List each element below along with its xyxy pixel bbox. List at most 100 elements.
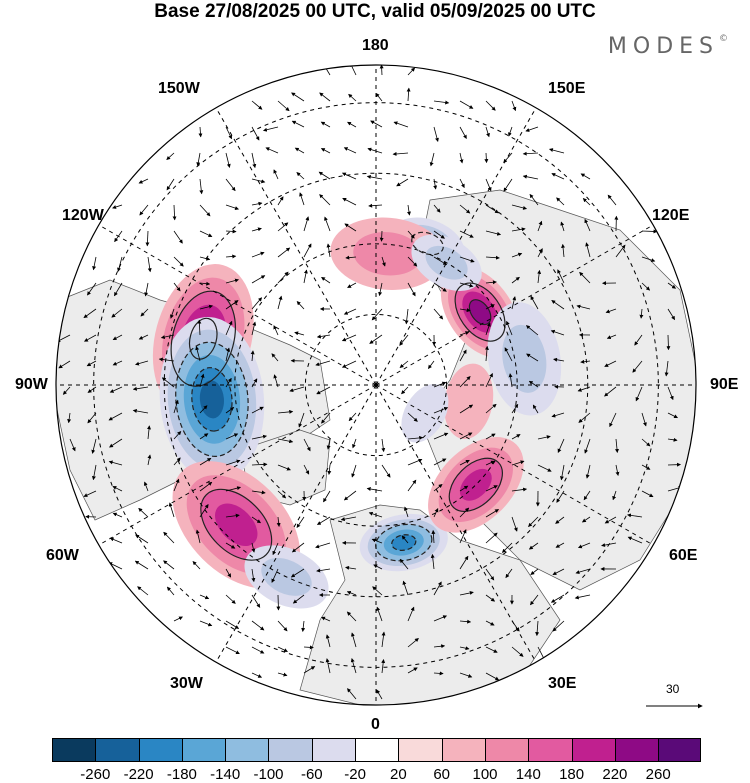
wind-arrow: [299, 192, 305, 206]
wind-arrow: [199, 373, 205, 388]
wind-arrow: [505, 568, 513, 579]
wind-arrow: [376, 606, 383, 622]
wind-arrow: [277, 196, 284, 206]
wind-arrow: [615, 464, 620, 476]
wind-arrow: [324, 216, 331, 232]
wind-arrow: [525, 126, 539, 132]
colorbar-swatch: [138, 738, 182, 762]
lon-label-30w: 30W: [170, 675, 203, 692]
wind-arrow: [341, 334, 357, 342]
wind-arrow: [508, 373, 513, 388]
wind-arrow: [271, 353, 279, 362]
wind-arrow: [552, 620, 565, 632]
wind-arrow: [108, 412, 123, 421]
wind-arrow: [485, 204, 499, 214]
wind-arrow: [667, 282, 677, 289]
wind-arrow: [197, 319, 202, 336]
colorbar-swatch: [311, 738, 356, 762]
wind-arrow: [225, 178, 236, 192]
colorbar-swatch: [614, 738, 659, 762]
wind-arrow: [407, 435, 424, 440]
wind-arrow: [399, 558, 409, 570]
wind-arrow: [251, 516, 262, 524]
wind-arrow: [83, 490, 97, 497]
wind-arrow: [166, 152, 175, 161]
anomaly-band: [469, 299, 491, 325]
lon-label-150w: 150W: [158, 80, 200, 97]
wind-arrow: [581, 516, 591, 523]
wind-arrow: [225, 152, 231, 168]
wind-arrow: [225, 347, 231, 362]
wind-arrow: [607, 194, 617, 206]
wind-arrow: [433, 100, 450, 105]
wind-arrow: [511, 296, 517, 310]
wind-arrow: [265, 147, 279, 154]
wind-arrow: [511, 646, 524, 657]
wind-arrow: [251, 620, 265, 631]
wind-arrow: [576, 304, 591, 310]
wind-arrow: [401, 535, 409, 544]
wind-arrow: [459, 256, 475, 263]
wind-arrow: [225, 568, 232, 578]
wind-arrow: [277, 222, 289, 232]
colorbar-swatch: [398, 738, 442, 762]
wind-arrow: [366, 487, 383, 492]
wind-arrow: [392, 151, 409, 156]
colorbar-tick-label: -60: [300, 766, 323, 783]
wind-arrow: [433, 508, 439, 518]
wind-arrow: [289, 386, 305, 393]
wind-arrow: [402, 580, 409, 596]
wind-arrow: [341, 360, 357, 368]
wind-arrow: [433, 256, 448, 265]
lon-label-0: 0: [371, 716, 380, 733]
wind-arrow: [147, 425, 151, 440]
wind-arrow: [557, 269, 565, 284]
anomaly-band: [502, 324, 547, 393]
wind-arrow: [87, 386, 97, 393]
wind-arrow: [393, 121, 409, 128]
wind-arrow: [251, 462, 268, 467]
colorbar-swatch: [225, 738, 269, 762]
wind-arrow: [485, 672, 500, 681]
wind-arrow: [321, 276, 331, 284]
wind-arrow: [315, 360, 331, 367]
wind-arrow: [525, 325, 539, 336]
wind-arrow: [634, 334, 643, 346]
wind-arrow: [277, 490, 287, 499]
wind-arrow: [315, 542, 331, 549]
wind-arrow: [321, 412, 331, 424]
wind-arrow: [225, 278, 239, 284]
colorbar-tick-label: -140: [210, 766, 241, 783]
wind-arrow: [511, 434, 521, 440]
wind-arrow: [459, 485, 469, 492]
wind-arrow: [529, 193, 539, 206]
wind-arrow: [277, 247, 291, 258]
wind-arrow: [551, 173, 565, 180]
wind-arrow: [225, 300, 239, 310]
wind-arrow: [225, 377, 232, 388]
wind-arrow: [321, 616, 331, 622]
wind-arrow: [537, 464, 552, 472]
wind-arrow: [641, 438, 651, 447]
wind-arrow: [276, 516, 281, 527]
wind-arrow: [225, 486, 242, 492]
wind-arrow: [173, 256, 184, 267]
wind-arrow: [134, 560, 149, 570]
wind-arrow: [323, 490, 331, 503]
colorbar-swatch: [441, 738, 485, 762]
wind-arrow: [225, 254, 237, 259]
wind-arrow: [535, 620, 540, 637]
wind-arrow: [550, 594, 565, 603]
polar-map: [55, 64, 697, 706]
wind-arrow: [615, 244, 626, 258]
wind-arrow: [407, 458, 423, 466]
wind-arrow: [251, 321, 257, 336]
wind-arrow: [406, 87, 411, 102]
wind-arrow: [199, 458, 212, 466]
wind-arrow: [114, 282, 123, 297]
wind-arrow: [459, 591, 474, 596]
wind-arrow: [485, 646, 498, 653]
wind-arrow: [604, 516, 617, 524]
wind-arrow: [83, 308, 97, 319]
wind-arrow: [433, 230, 445, 239]
